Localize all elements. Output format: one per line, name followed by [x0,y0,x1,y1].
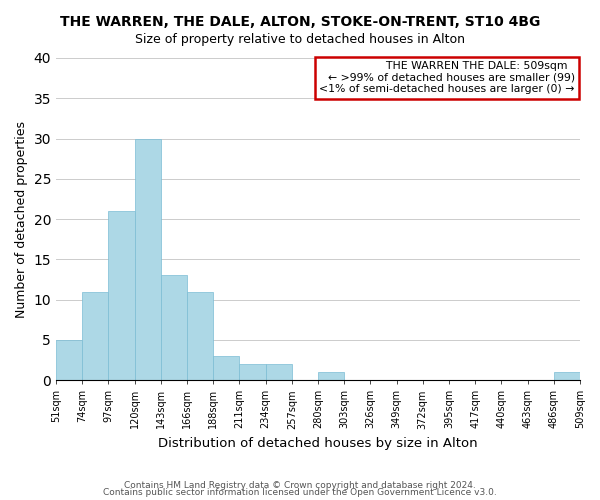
Text: THE WARREN THE DALE: 509sqm  
← >99% of detached houses are smaller (99)
<1% of : THE WARREN THE DALE: 509sqm ← >99% of de… [319,61,575,94]
Bar [213,356,239,380]
Bar [134,138,161,380]
Bar [318,372,344,380]
Bar [266,364,292,380]
Text: THE WARREN, THE DALE, ALTON, STOKE-ON-TRENT, ST10 4BG: THE WARREN, THE DALE, ALTON, STOKE-ON-TR… [60,15,540,29]
Y-axis label: Number of detached properties: Number of detached properties [15,120,28,318]
X-axis label: Distribution of detached houses by size in Alton: Distribution of detached houses by size … [158,437,478,450]
Bar [161,276,187,380]
Bar [239,364,266,380]
Bar [82,292,109,380]
Bar [554,372,580,380]
Text: Contains public sector information licensed under the Open Government Licence v3: Contains public sector information licen… [103,488,497,497]
Bar [187,292,213,380]
Text: Contains HM Land Registry data © Crown copyright and database right 2024.: Contains HM Land Registry data © Crown c… [124,480,476,490]
Bar [56,340,82,380]
Text: Size of property relative to detached houses in Alton: Size of property relative to detached ho… [135,32,465,46]
Bar [109,211,134,380]
